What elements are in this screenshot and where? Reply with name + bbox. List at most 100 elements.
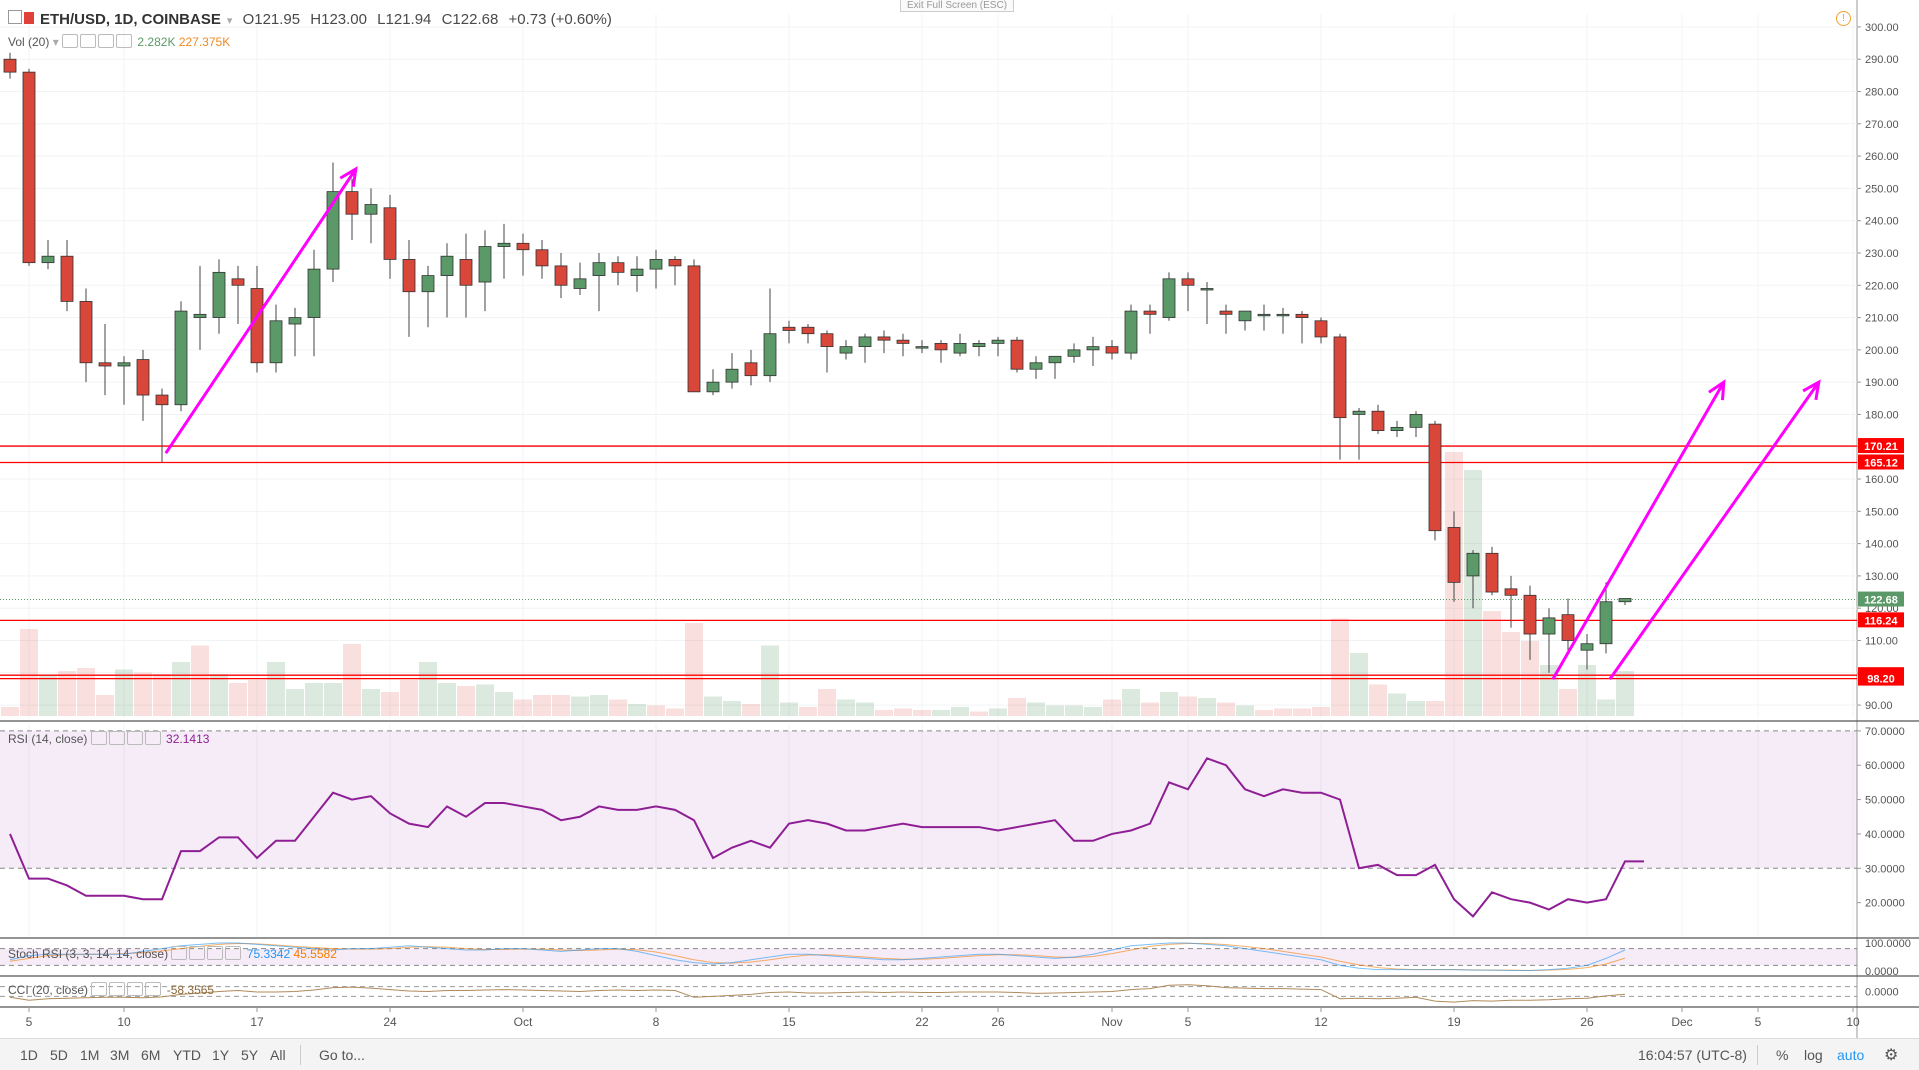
- candle-body: [1447, 527, 1461, 583]
- volume-ma-value: 227.375K: [178, 35, 231, 49]
- candle-body: [1067, 349, 1081, 357]
- candle-body: [326, 191, 340, 270]
- add-icon[interactable]: [207, 946, 224, 960]
- percent-toggle[interactable]: %: [1776, 1047, 1789, 1063]
- chevron-down-icon[interactable]: ▾: [52, 35, 59, 49]
- candle-body: [763, 333, 777, 377]
- visibility-icon[interactable]: [91, 982, 108, 996]
- volume-bar: [77, 668, 95, 716]
- settings-icon[interactable]: [189, 946, 206, 960]
- exit-fullscreen-button[interactable]: Exit Full Screen (ESC): [900, 0, 1015, 12]
- range-ytd-button[interactable]: YTD: [173, 1047, 201, 1063]
- cci-legend-label[interactable]: CCI (20, close): [8, 983, 89, 997]
- auto-toggle[interactable]: auto: [1837, 1047, 1865, 1063]
- add-icon[interactable]: [127, 982, 144, 996]
- candle-body: [402, 259, 416, 293]
- bottom-toolbar: 1D 5D 1M 3M 6M YTD 1Y 5Y All Go to... 16…: [0, 1038, 1919, 1070]
- range-6m-button[interactable]: 6M: [141, 1047, 161, 1063]
- open-value: O121.95: [242, 11, 301, 28]
- close-icon[interactable]: [116, 34, 133, 48]
- price-level-label: 165.12: [1864, 457, 1898, 469]
- time-tick-label: 8: [653, 1015, 660, 1029]
- volume-bar: [837, 699, 855, 716]
- candle-body: [1181, 278, 1195, 286]
- candle-body: [1276, 313, 1290, 317]
- range-1d-button[interactable]: 1D: [20, 1047, 38, 1063]
- price-tick-label: 230.00: [1865, 248, 1899, 260]
- price-axis[interactable]: 300.00 290.00 280.00 270.00 260.00 250.00 240.…: [1857, 22, 1911, 999]
- volume-bar: [1065, 705, 1083, 716]
- price-tick-label: 190.00: [1865, 377, 1899, 389]
- volume-bar: [1293, 708, 1311, 716]
- log-toggle[interactable]: log: [1804, 1047, 1823, 1063]
- gear-icon[interactable]: ⚙: [1884, 1047, 1899, 1064]
- price-tick-label: 260.00: [1865, 151, 1899, 163]
- volume-bar: [58, 671, 76, 716]
- volume-bar: [761, 645, 779, 716]
- volume-bar: [305, 683, 323, 716]
- close-icon[interactable]: [145, 982, 162, 996]
- candle-body: [1105, 346, 1119, 354]
- add-icon[interactable]: [126, 731, 143, 745]
- settings-icon[interactable]: [108, 731, 125, 745]
- volume-legend-label[interactable]: Vol (20): [8, 35, 50, 49]
- range-1m-button[interactable]: 1M: [80, 1047, 100, 1063]
- range-all-button[interactable]: All: [270, 1047, 286, 1063]
- time-tick-label: 26: [991, 1015, 1005, 1029]
- time-tick-label: 12: [1314, 1015, 1328, 1029]
- candle-body: [706, 381, 720, 393]
- candle-body: [554, 265, 568, 286]
- candle-body: [155, 394, 169, 406]
- settings-icon[interactable]: [80, 34, 97, 48]
- chevron-down-icon[interactable]: ▾: [226, 15, 233, 27]
- range-1y-button[interactable]: 1Y: [212, 1047, 230, 1063]
- candle-body: [98, 362, 112, 367]
- candle-body: [1371, 410, 1385, 431]
- candle-body: [421, 275, 435, 293]
- candle-body: [687, 265, 701, 393]
- volume-bar: [1179, 696, 1197, 716]
- volume-bar: [134, 672, 152, 716]
- visibility-icon[interactable]: [90, 731, 107, 745]
- rsi-legend-label[interactable]: RSI (14, close): [8, 732, 88, 746]
- time-tick-label: 24: [383, 1015, 397, 1029]
- trend-arrow-head: [339, 166, 358, 188]
- volume-legend: Vol (20) ▾ 2.282K 227.375K: [8, 34, 230, 49]
- volume-bar: [590, 695, 608, 716]
- candle-body: [60, 255, 74, 302]
- range-5d-button[interactable]: 5D: [50, 1047, 68, 1063]
- alert-icon[interactable]: !: [1836, 11, 1851, 26]
- time-axis[interactable]: 5 10 17 24 Oct 8 15 22 26 Nov 5 12 19 26 Dec 5 10: [26, 1007, 1860, 1029]
- settings-icon[interactable]: [109, 982, 126, 996]
- candle-body: [991, 339, 1005, 344]
- volume-bar: [514, 699, 532, 716]
- candle-body: [1466, 552, 1480, 577]
- close-icon[interactable]: [144, 731, 161, 745]
- range-5y-button[interactable]: 5Y: [241, 1047, 259, 1063]
- stoch-rsi-legend-label[interactable]: Stoch RSI (3, 3, 14, 14, close): [8, 947, 169, 961]
- volume-bar: [1084, 707, 1102, 716]
- price-tick-label: 290.00: [1865, 54, 1899, 66]
- candle-body: [231, 278, 245, 286]
- candle-body: [744, 362, 758, 377]
- symbol-label[interactable]: ETH/USD, 1D, COINBASE: [40, 11, 221, 28]
- close-icon[interactable]: [225, 946, 242, 960]
- range-3m-button[interactable]: 3M: [110, 1047, 130, 1063]
- last-price-label: 122.68: [1864, 595, 1898, 607]
- goto-button[interactable]: Go to...: [319, 1047, 365, 1063]
- candle-body: [1162, 278, 1176, 318]
- candle-body: [193, 313, 207, 318]
- volume-bar: [856, 702, 874, 716]
- symbol-flag-icon[interactable]: [8, 10, 22, 24]
- add-icon[interactable]: [98, 34, 115, 48]
- visibility-icon[interactable]: [171, 946, 188, 960]
- candle-body: [1428, 423, 1442, 532]
- rsi-tick-label: 40.0000: [1865, 829, 1905, 841]
- volume-bar: [799, 707, 817, 716]
- candle-body: [535, 249, 549, 267]
- candle-body: [858, 336, 872, 348]
- volume-bars: [1, 452, 1634, 716]
- trend-arrows: [164, 166, 1821, 681]
- visibility-icon[interactable]: [62, 34, 79, 48]
